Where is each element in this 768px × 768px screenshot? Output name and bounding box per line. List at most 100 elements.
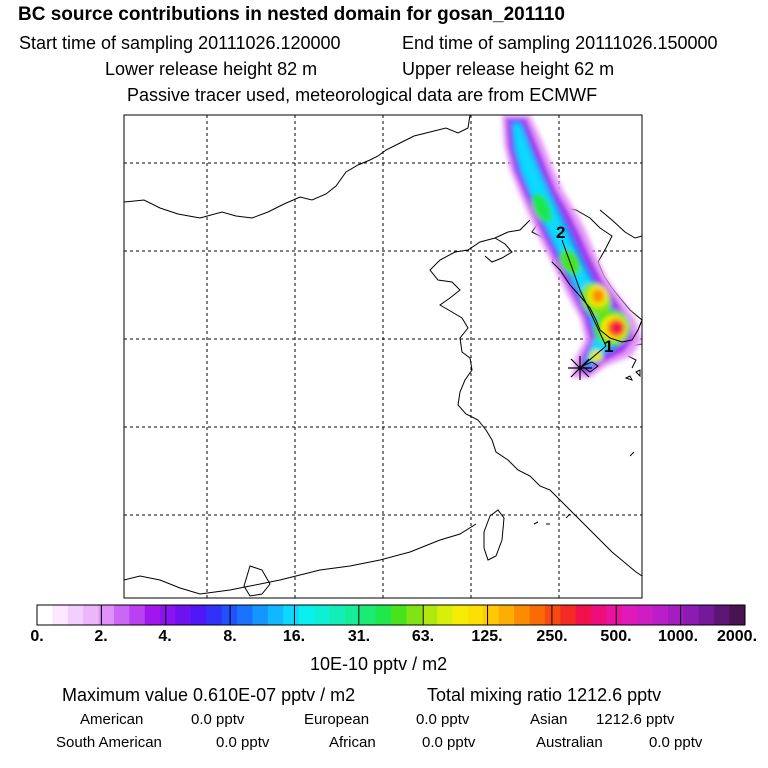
trajectory-segment-2 <box>579 289 607 347</box>
colorbar-tick-marks <box>100 605 682 625</box>
colorbar-tick-label: 0. <box>30 628 44 645</box>
colorbar-cell <box>529 605 546 625</box>
colorbar-tick-label: 2. <box>94 628 108 645</box>
marker-label-2: 2 <box>556 223 565 242</box>
colorbar-tick-label: 250. <box>536 628 568 645</box>
south-american-value: 0.0 pptv <box>216 734 270 751</box>
american-value: 0.0 pptv <box>191 711 245 728</box>
maximum-value: Maximum value 0.610E-07 pptv / m2 <box>62 685 356 705</box>
plume-orange-a <box>592 289 604 303</box>
colorbar-cell <box>668 605 684 625</box>
colorbar-tick-label: 125. <box>471 628 503 645</box>
colorbar-cell <box>160 605 177 625</box>
colorbar-cell <box>652 605 669 625</box>
plume-red-core <box>611 322 623 334</box>
colorbar-cell <box>67 605 84 625</box>
colorbar-tick-label: 31. <box>347 628 371 645</box>
colorbar-cell <box>637 605 654 625</box>
colorbar-tick-label: 8. <box>223 628 237 645</box>
colorbar-tick-label: 63. <box>411 628 435 645</box>
colorbar-cell <box>298 605 315 625</box>
colorbar-units: 10E-10 pptv / m2 <box>310 654 448 674</box>
colorbar-cell <box>514 605 531 625</box>
coastline-liaodong <box>484 237 513 263</box>
colorbar-cell <box>452 605 469 625</box>
colorbar-cell <box>206 605 223 625</box>
plume-coast-overlay <box>551 261 642 373</box>
colorbar-cell <box>267 605 284 625</box>
colorbar-cell <box>714 605 731 625</box>
african-value: 0.0 pptv <box>422 734 476 751</box>
coastline-korea-bay <box>429 219 642 577</box>
colorbar-tick-label: 500. <box>600 628 632 645</box>
colorbar-cell <box>406 605 423 625</box>
colorbar-cell <box>698 605 715 625</box>
upper-release-height: Upper release height 62 m <box>402 59 615 79</box>
plume <box>502 115 642 378</box>
trajectory-segment-1 <box>579 345 607 369</box>
colorbar-cells <box>37 605 746 625</box>
colorbar-tick-label: 16. <box>282 628 306 645</box>
colorbar-tick-label: 1000. <box>657 628 699 645</box>
trajectory-segment-3 <box>561 239 581 291</box>
coastline-north <box>599 209 642 239</box>
end-time: End time of sampling 20111026.150000 <box>402 33 718 53</box>
asian-label: Asian <box>530 711 568 728</box>
colorbar-cell <box>237 605 253 625</box>
colorbar-cell <box>252 605 269 625</box>
african-label: African <box>329 734 376 751</box>
colorbar-cell <box>175 605 192 625</box>
american-label: American <box>80 711 144 728</box>
south-american-label: South American <box>56 734 162 751</box>
colorbar-cell <box>52 605 69 625</box>
colorbar-cell <box>437 605 454 625</box>
colorbar-cell <box>575 605 592 625</box>
colorbar-cell <box>190 605 207 625</box>
colorbar-cell <box>560 605 577 625</box>
colorbar-cell <box>283 605 300 625</box>
australian-value: 0.0 pptv <box>649 734 703 751</box>
colorbar-cell <box>621 605 638 625</box>
coastline-mainland <box>124 115 471 219</box>
colorbar-cell <box>37 605 53 625</box>
australian-label: Australian <box>536 734 603 751</box>
colorbar-cell <box>360 605 377 625</box>
colorbar-cell <box>591 605 607 625</box>
grid-lines <box>124 115 642 598</box>
colorbar-cell <box>83 605 100 625</box>
colorbar-tick-label: 2000. <box>716 628 758 645</box>
colorbar-cell <box>98 605 115 625</box>
colorbar-cell <box>314 605 330 625</box>
asian-value: 1212.6 pptv <box>596 711 675 728</box>
plot-title: BC source contributions in nested domain… <box>18 4 565 25</box>
colorbar-frame <box>36 604 746 626</box>
colorbar-cell <box>344 605 361 625</box>
marker-label-1: 1 <box>604 337 613 356</box>
colorbar-cell <box>544 605 561 625</box>
colorbar-cell <box>129 605 146 625</box>
lower-release-height: Lower release height 82 m <box>105 59 318 79</box>
tracer-note: Passive tracer used, meteorological data… <box>127 85 598 105</box>
colorbar-cell <box>729 605 746 625</box>
colorbar-cell <box>683 605 700 625</box>
coastline-taiwan <box>483 509 505 561</box>
colorbar-cell <box>375 605 392 625</box>
colorbar-cell <box>467 605 484 625</box>
coastline-hainan <box>243 565 271 597</box>
colorbar-cell <box>421 605 438 625</box>
plume-yellow-south <box>589 350 603 362</box>
colorbar-cell <box>498 605 515 625</box>
colorbar-tick-label: 4. <box>158 628 172 645</box>
colorbar-cell <box>483 605 500 625</box>
coastline-islands <box>533 369 641 525</box>
colorbar-cell <box>391 605 407 625</box>
map-frame <box>123 114 643 599</box>
european-value: 0.0 pptv <box>416 711 470 728</box>
total-mixing-ratio: Total mixing ratio 1212.6 pptv <box>427 685 662 705</box>
colorbar-cell <box>144 605 161 625</box>
colorbar-cell <box>113 605 130 625</box>
coastlines <box>124 115 642 597</box>
plume-green-north <box>532 193 552 223</box>
